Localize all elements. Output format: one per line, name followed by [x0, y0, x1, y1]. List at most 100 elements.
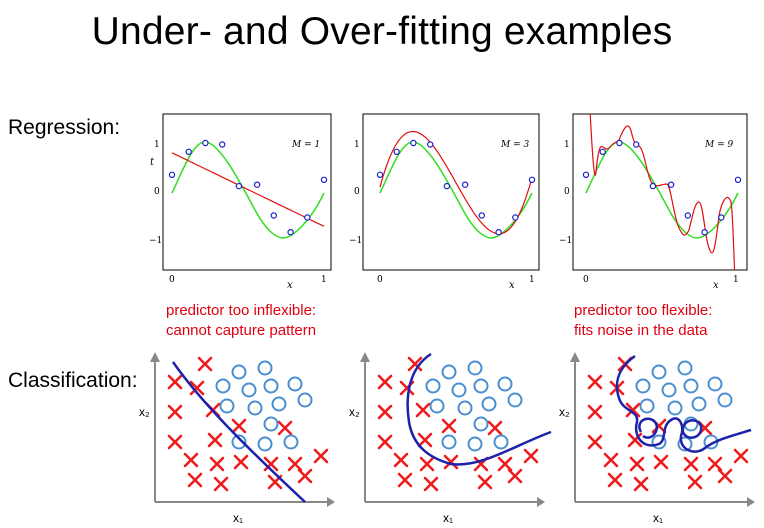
data-point [461, 181, 469, 188]
class-circles [215, 360, 313, 452]
y-tick-label: −1 [349, 236, 362, 246]
regression-plot-m9: 1 0 −1 0 1 x M = 9 [559, 113, 748, 290]
class-crosses [377, 356, 539, 492]
cross-marker-icon [417, 432, 433, 448]
cross-marker-icon [407, 356, 423, 372]
data-point [667, 181, 675, 188]
x-axis-arrow-icon [537, 497, 545, 507]
data-point [185, 148, 192, 156]
cross-marker-icon [209, 456, 225, 472]
cross-marker-icon [167, 404, 183, 420]
y-tick-label: −1 [149, 236, 162, 246]
cross-marker-icon [167, 374, 183, 390]
overfit-note-line2: fits noise in the data [574, 322, 708, 339]
classification-plot-underfit: x₂ x₁ [139, 352, 335, 525]
data-point [287, 228, 294, 236]
x-axis-label: x [287, 280, 293, 290]
true-function-curve [171, 141, 325, 239]
circle-marker-icon [493, 434, 509, 450]
cross-marker-icon [263, 456, 279, 472]
data-point [443, 182, 451, 190]
cross-marker-icon [297, 468, 313, 484]
regression-row-label: Regression: [8, 116, 121, 139]
cross-marker-icon [607, 472, 623, 488]
data-point [235, 182, 243, 190]
regression-plot-m1: 1 0 −1 t 0 1 x M = 1 [149, 113, 332, 290]
y-tick-label: 1 [354, 140, 360, 150]
cross-marker-icon [683, 456, 699, 472]
data-point [512, 214, 519, 221]
slide-title: Under- and Over-fitting examples [91, 10, 673, 53]
circle-marker-icon [467, 436, 483, 452]
x-axis-label: x [509, 280, 515, 290]
x-tick-label: 0 [377, 275, 383, 285]
cross-marker-icon [189, 380, 205, 396]
cross-marker-icon [419, 456, 435, 472]
cross-marker-icon [625, 402, 641, 418]
cross-marker-icon [627, 432, 643, 448]
model-order-label: M = 3 [500, 140, 529, 150]
cross-marker-icon [477, 474, 493, 490]
decision-boundary [171, 361, 306, 503]
underfit-note: predictor too inflexible: cannot capture… [166, 301, 316, 341]
x-axis-arrow-icon [327, 497, 335, 507]
x-axis-label: x₁ [653, 511, 663, 525]
class-circles [425, 360, 523, 452]
circle-marker-icon [441, 434, 457, 450]
circle-marker-icon [661, 382, 677, 398]
underfit-note-line1: predictor too inflexible: [166, 302, 317, 319]
circle-marker-icon [635, 378, 651, 394]
data-point [649, 182, 657, 190]
data-point [616, 139, 623, 147]
cross-marker-icon [197, 356, 213, 372]
circle-marker-icon [247, 400, 263, 416]
plot-frame [572, 113, 748, 271]
x-tick-label: 1 [529, 275, 535, 285]
data-point [410, 139, 417, 147]
x-tick-label: 1 [321, 275, 327, 285]
data-point [376, 171, 384, 179]
data-point [528, 176, 536, 184]
circle-marker-icon [651, 434, 667, 450]
cross-marker-icon [207, 432, 223, 448]
circle-marker-icon [707, 376, 723, 392]
circle-marker-icon [441, 364, 457, 380]
circle-marker-icon [467, 360, 483, 376]
cross-marker-icon [377, 434, 393, 450]
plot-frame [362, 113, 540, 271]
decision-boundary [615, 354, 752, 453]
cross-marker-icon [231, 418, 247, 434]
cross-marker-icon [183, 452, 199, 468]
y-tick-label: −1 [559, 236, 572, 246]
data-point [218, 141, 226, 148]
classification-plot-goodfit: x₂ x₁ [349, 352, 552, 525]
circle-marker-icon [297, 392, 313, 408]
circle-marker-icon [677, 360, 693, 376]
data-point [478, 212, 485, 219]
x-axis-label: x₁ [443, 511, 453, 525]
data-points [168, 139, 328, 236]
data-point [304, 214, 311, 221]
circle-marker-icon [683, 378, 699, 394]
data-points [376, 139, 536, 236]
cross-marker-icon [507, 468, 523, 484]
x-axis-label: x [713, 280, 719, 290]
cross-marker-icon [167, 434, 183, 450]
y-axis-label: x₂ [559, 405, 570, 419]
x-tick-label: 0 [583, 275, 589, 285]
cross-marker-icon [233, 454, 249, 470]
cross-marker-icon [415, 402, 431, 418]
y-tick-label: 0 [354, 187, 360, 197]
circle-marker-icon [481, 396, 497, 412]
model-order-label: M = 1 [291, 140, 320, 150]
cross-marker-icon [187, 472, 203, 488]
cross-marker-icon [603, 452, 619, 468]
cross-marker-icon [441, 418, 457, 434]
circle-marker-icon [451, 382, 467, 398]
data-point [582, 171, 590, 179]
data-point [393, 148, 400, 156]
x-tick-label: 0 [169, 275, 175, 285]
x-tick-label: 1 [733, 275, 739, 285]
data-point [632, 141, 640, 148]
class-crosses [167, 356, 329, 492]
